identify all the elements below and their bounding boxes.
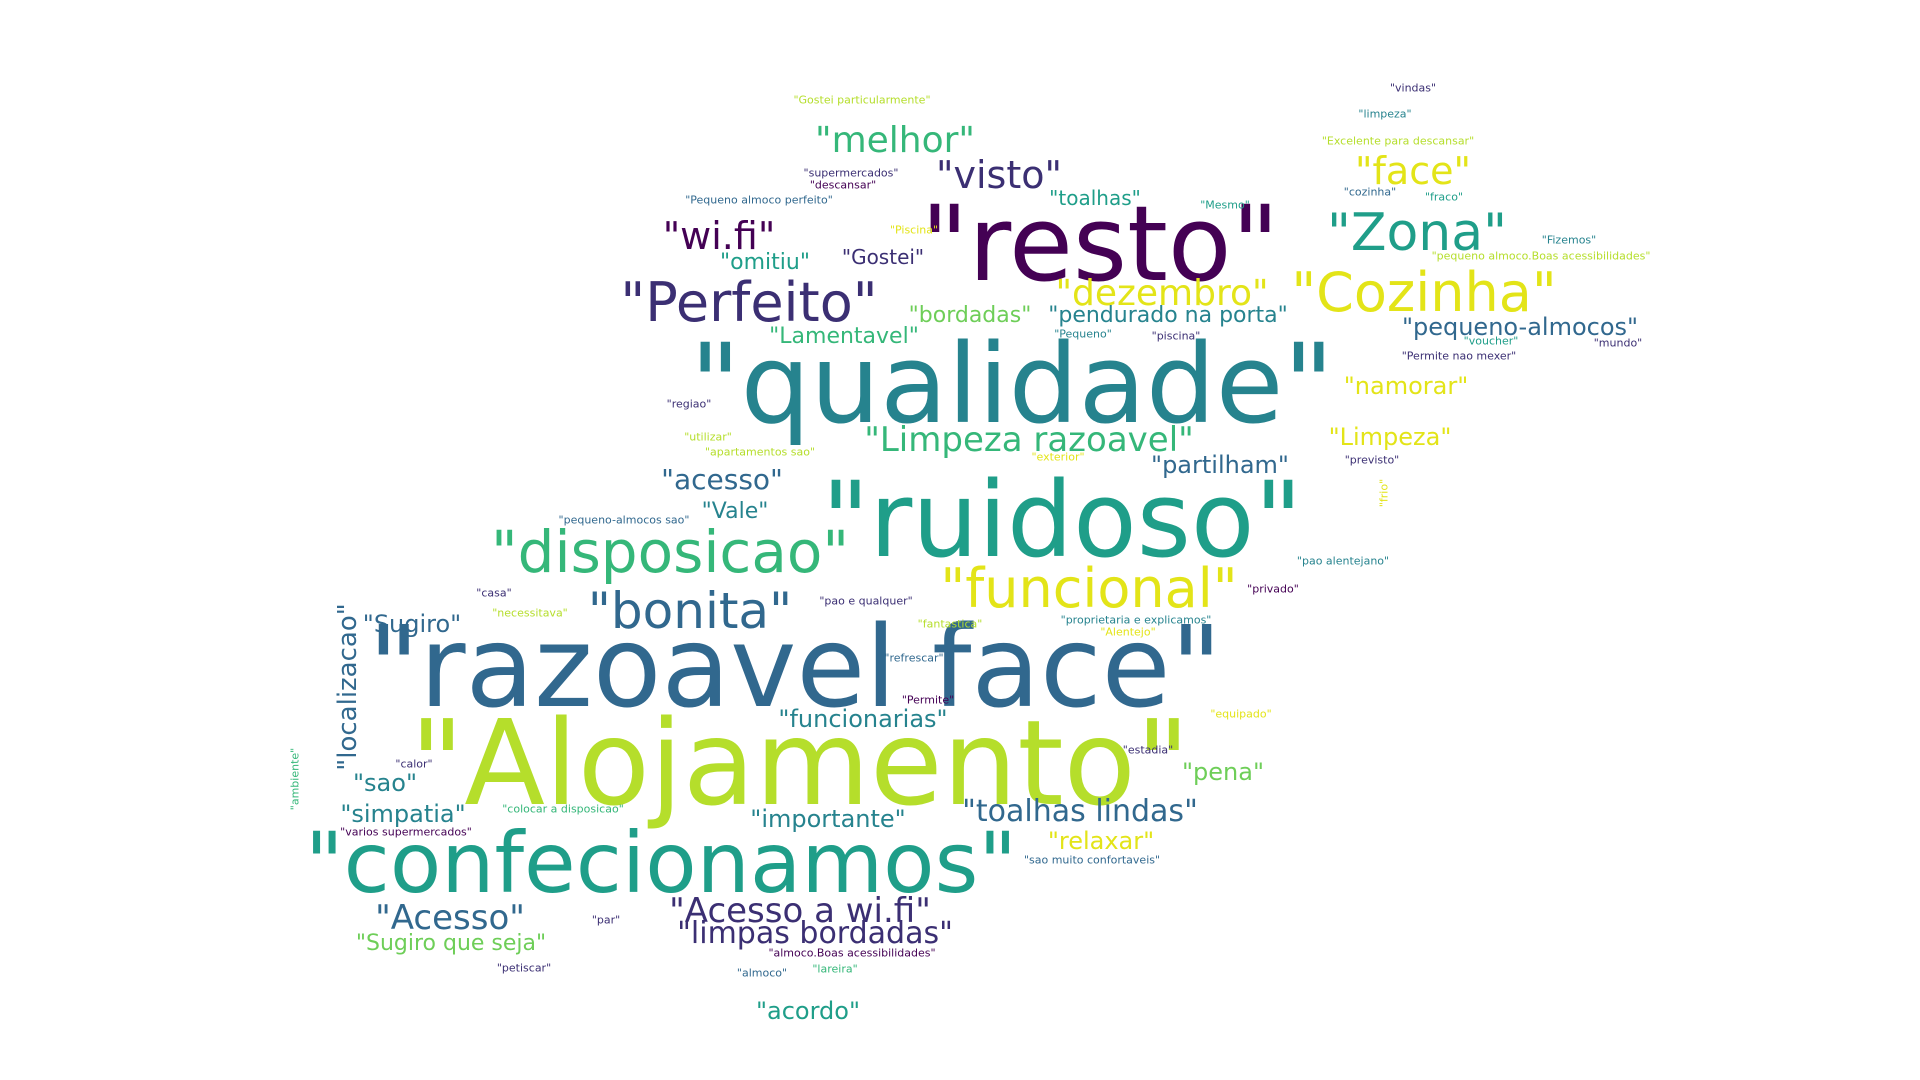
word-sao-muito-confortaveis: "sao muito confortaveis" [1023,853,1161,867]
word-disposicao: "disposicao" [490,518,850,586]
word-perfeito: "Perfeito" [620,271,878,334]
word-casa: "casa" [476,586,512,600]
word-relaxar: "relaxar" [1047,827,1155,855]
word-namorar: "namorar" [1343,372,1469,400]
word-sugiro: "Sugiro" [362,610,462,638]
word-razoavel-face: "razoavel face" [367,603,1223,733]
word-bonita: "bonita" [587,582,793,640]
word-importante: "importante" [750,805,906,833]
word-supermercados: "supermercados" [803,166,899,180]
word-petiscar: "petiscar" [496,961,552,975]
word-calor: "calor" [395,757,433,771]
word-proprietaria: "proprietaria e explicamos" [1060,613,1212,627]
word-toalhas-lindas: "toalhas lindas" [962,794,1198,829]
word-lareira: "lareira" [812,962,858,976]
word-cozinha-lower: "cozinha" [1343,185,1397,199]
word-alentejo: "Alentejo" [1100,625,1156,639]
word-wi-fi: "wi.fi" [662,214,776,258]
word-limpeza-razoavel: "Limpeza razoavel" [864,420,1194,460]
word-mundo: "mundo" [1593,336,1643,350]
word-alojamento: "Alojamento" [409,694,1191,832]
word-localizacao: "localizacao" [333,603,363,771]
word-sao: "sao" [353,769,417,797]
word-gostei: "Gostei" [841,245,925,269]
word-pequeno-almocos: "pequeno-almocos" [1401,313,1639,341]
word-privado: "privado" [1247,582,1299,596]
word-previsto: "previsto" [1344,453,1400,467]
word-colocar-a-disposicao: "colocar a disposicao" [502,802,624,816]
word-exterior: "exterior" [1031,450,1085,464]
word-resto: "resto" [920,183,1280,305]
word-toalhas: "toalhas" [1049,186,1141,210]
word-ruidoso: "ruidoso" [821,459,1303,581]
word-sugiro-que-seja: "Sugiro que seja" [355,931,547,956]
word-dezembro: "dezembro" [1055,273,1269,314]
word-descansar: "descansar" [809,178,877,192]
word-limpeza-cap: "Limpeza" [1328,423,1452,451]
word-frio: "frio" [1377,478,1391,508]
word-cozinha: "Cozinha" [1291,261,1557,324]
word-acesso: "acesso" [661,463,783,496]
word-confecionamos: "confecionamos" [305,814,1017,912]
word-face: "face" [1355,149,1471,193]
word-zona: "Zona" [1326,203,1508,263]
word-mesmo: "Mesmo" [1200,198,1250,212]
word-fantastica: "fantastica" [917,617,983,631]
word-simpatia: "simpatia" [340,800,466,828]
word-regiao: "regiao" [666,397,712,411]
word-apartamentos-sao: "apartamentos sao" [704,445,816,459]
word-limpas-bordadas: "limpas bordadas" [677,916,953,951]
word-utilizar: "utilizar" [684,430,732,444]
word-piscina: "piscina" [1151,329,1201,343]
word-vindas: "vindas" [1389,81,1437,95]
word-excelente-para-descansar: "Excelente para descansar" [1321,134,1475,148]
word-vale: "Vale" [701,499,769,524]
word-pendurado-na-porta: "pendurado na porta" [1048,303,1288,328]
word-lamentavel: "Lamentavel" [769,324,919,349]
word-acordo: "acordo" [755,997,861,1025]
word-qualidade: "qualidade" [690,320,1334,448]
word-gostei-particularmente: "Gostei particularmente" [793,93,931,107]
word-fizemos: "Fizemos" [1541,233,1597,247]
word-pao-e-qualquer: "pao e qualquer" [819,594,913,608]
word-visto: "visto" [936,153,1062,197]
word-equipado: "equipado" [1210,707,1272,721]
word-funcional: "funcional" [940,557,1238,620]
word-pequeno-almocos-sao: "pequeno-almocos sao" [558,513,690,527]
word-necessitava: "necessitava" [492,606,568,620]
word-varios-supermercados: "varios supermercados" [340,825,472,839]
word-pena: "pena" [1182,758,1264,786]
word-funcionarias: "funcionarias" [778,705,948,733]
word-almoco-boas-acessibilidades: "almoco.Boas acessibilidades" [768,946,936,960]
word-ambiente: "ambiente" [288,747,302,811]
word-voucher: "voucher" [1463,334,1519,348]
word-pequeno-almoco-boas: "pequeno almoco.Boas acessibilidades" [1431,249,1651,263]
word-pequeno-almoco-perfeito: "Pequeno almoco perfeito" [685,193,833,207]
word-estadia: "estadia" [1122,743,1174,757]
word-pao-alentejano: "pao alentejano" [1296,554,1390,568]
word-permite-nao-mexer: "Permite nao mexer" [1401,349,1517,363]
word-acesso-cap: "Acesso" [375,898,525,938]
word-omitiu: "omitiu" [720,250,810,275]
word-par: "par" [591,913,621,927]
word-fraco: "fraco" [1424,190,1464,204]
word-limpeza: "limpeza" [1358,107,1412,121]
word-refrescar: "refrescar" [884,651,944,665]
word-permite: "Permite" [901,693,955,707]
word-partilham: "partilham" [1151,451,1289,479]
word-acesso-a-wi-fi: "Acesso a wi.fi" [669,891,931,931]
word-bordadas: "bordadas" [908,303,1032,328]
word-almoco: "almoco" [736,966,788,980]
word-melhor: "melhor" [815,120,975,161]
word-piscina-cap: "Piscina" [889,223,939,237]
word-pequeno: "Pequeno" [1054,327,1112,341]
